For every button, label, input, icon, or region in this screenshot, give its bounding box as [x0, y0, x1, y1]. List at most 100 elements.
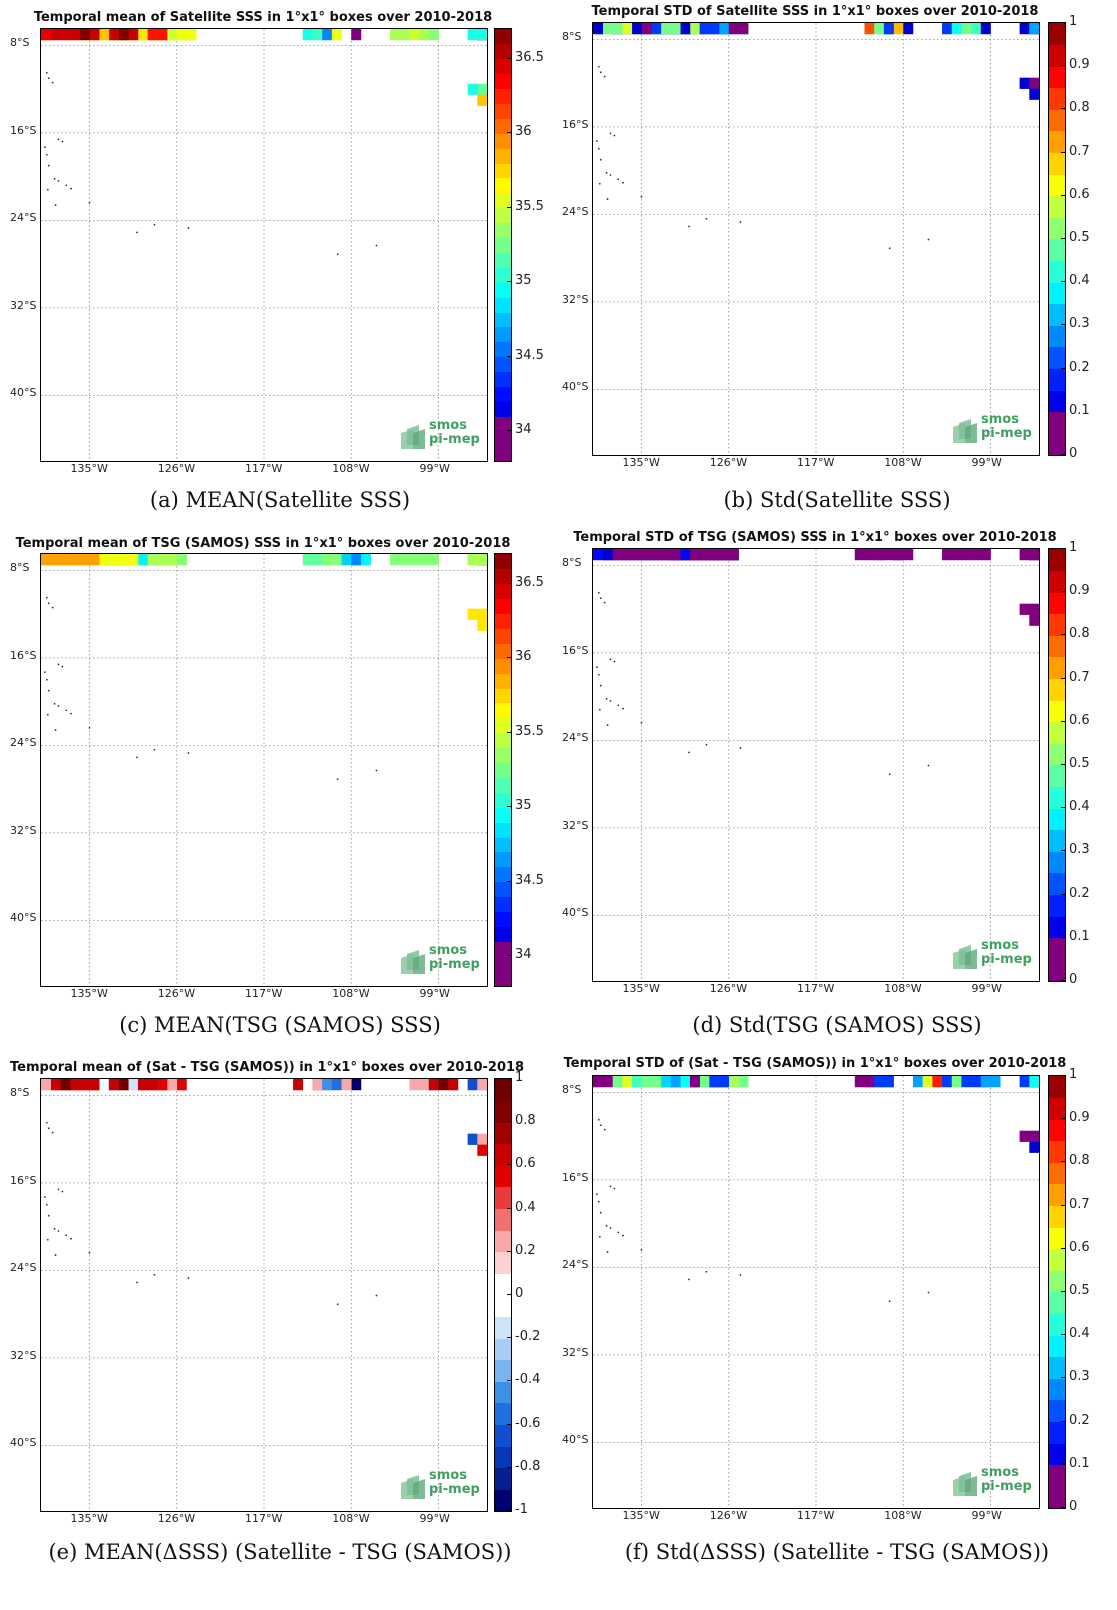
colorbar-tick-mark — [1061, 238, 1065, 239]
colorbar-segment — [1049, 1378, 1065, 1401]
island-dot — [46, 188, 49, 191]
island-dot — [43, 1196, 46, 1199]
island-dot — [336, 253, 339, 256]
colorbar-segment — [495, 896, 511, 912]
lat-tick-label: 16°S — [10, 1173, 37, 1187]
heatmap-svg — [41, 554, 487, 986]
lon-tick-label: 99°W — [419, 987, 450, 1000]
colorbar-segment — [495, 971, 511, 986]
island-dot — [599, 597, 602, 600]
island-dot — [51, 606, 54, 609]
island-dot — [375, 1294, 378, 1297]
colorbar-segment — [1049, 1227, 1065, 1250]
heatmap-cell — [893, 23, 904, 35]
lat-tick-label: 32°S — [10, 823, 37, 837]
island-dot — [187, 1277, 190, 1279]
heatmap-cell — [622, 23, 633, 35]
colorbar-segment — [1049, 239, 1065, 262]
heatmap-cell — [709, 1076, 720, 1088]
colorbar-tick-label: 0.3 — [1069, 842, 1090, 858]
colorbar-segment — [1049, 657, 1065, 680]
colorbar-tick-mark — [1061, 1075, 1065, 1076]
smos-pimep-logo: smos pi-mep — [399, 944, 487, 980]
island-dot — [609, 1185, 612, 1188]
heatmap-cell — [651, 23, 662, 35]
colorbar-segment — [495, 267, 511, 283]
heatmap-cell — [50, 1079, 61, 1091]
colorbar-segment — [495, 192, 511, 209]
colorbar-segment — [495, 926, 511, 942]
colorbar-segment — [495, 1100, 511, 1123]
colorbar-tick-label: 36 — [515, 649, 532, 665]
colorbar-tick-mark — [1061, 1247, 1065, 1249]
heatmap-cell — [951, 1076, 962, 1088]
heatmap-svg — [41, 29, 487, 461]
colorbar-tick-label: 0.6 — [1069, 712, 1090, 728]
lat-tick-label: 16°S — [562, 643, 589, 657]
colorbar-tick-mark — [1061, 1291, 1065, 1292]
island-dot — [888, 247, 891, 250]
colorbar-segment — [1049, 325, 1065, 348]
heatmap-cell — [874, 549, 885, 561]
lon-tick-label: 99°W — [419, 1512, 450, 1525]
colorbar-tick-mark — [507, 1510, 511, 1511]
heatmap-cell — [79, 554, 90, 566]
heatmap-cell — [157, 29, 168, 41]
colorbar-tick-label: 0.2 — [1069, 885, 1090, 901]
heatmap-cell — [961, 23, 972, 35]
heatmap-cell — [728, 549, 739, 561]
island-dot — [603, 1128, 606, 1131]
heatmap-cell — [641, 23, 652, 35]
colorbar-segment — [1049, 1400, 1065, 1423]
heatmap-cell — [118, 29, 129, 41]
colorbar-tick-mark — [507, 206, 511, 208]
colorbar-segment — [495, 252, 511, 268]
island-dot — [609, 700, 612, 702]
colorbar-tick-label: 1 — [1069, 14, 1078, 29]
heatmap-cell — [312, 554, 323, 566]
heatmap-cell — [50, 29, 61, 41]
lon-tick-label: 99°W — [971, 456, 1002, 469]
heatmap-cell — [41, 29, 51, 41]
colorbar-tick-label: 0.8 — [1069, 100, 1090, 116]
colorbar-segment — [495, 1251, 511, 1274]
heatmap-cell — [854, 1076, 865, 1088]
colorbar-segment — [1049, 1184, 1065, 1207]
colorbar-segment — [495, 911, 511, 927]
colorbar-tick-mark — [507, 657, 511, 659]
colorbar-segment — [1049, 109, 1065, 132]
smos-pimep-logo: smos pi-mep — [951, 1466, 1039, 1502]
heatmap-cell — [660, 23, 671, 35]
lat-tick-label: 24°S — [562, 1258, 589, 1272]
island-dot — [595, 140, 598, 143]
colorbar-tick-mark — [1061, 850, 1065, 852]
heatmap-cell — [409, 554, 420, 566]
heatmap-cell — [128, 554, 139, 566]
heatmap-cell — [593, 23, 603, 35]
heatmap-cell — [1029, 77, 1039, 89]
lat-tick-label: 24°S — [562, 205, 589, 219]
heatmap-cell — [60, 29, 71, 41]
island-dot — [57, 1230, 60, 1232]
colorbar-segment — [495, 1489, 511, 1511]
colorbar-tick-label: 0.7 — [1069, 1196, 1090, 1212]
colorbar-segment — [495, 613, 511, 629]
lon-tick-label: 117°W — [797, 1509, 835, 1522]
heatmap-cell — [903, 23, 914, 35]
heatmap-cell — [903, 549, 914, 561]
colorbar-segment — [1049, 87, 1065, 110]
heatmap-cell — [167, 1079, 178, 1091]
heatmap-cell — [467, 608, 478, 620]
lon-tick-label: 99°W — [971, 1509, 1002, 1522]
island-dot — [47, 1127, 50, 1130]
heatmap-cell — [477, 1133, 487, 1145]
colorbar-tick-label: 0 — [1069, 446, 1078, 461]
heatmap-cell — [719, 23, 730, 35]
island-dot — [57, 138, 60, 141]
colorbar — [1048, 548, 1066, 982]
island-dot — [739, 221, 742, 223]
colorbar — [1048, 22, 1066, 456]
heatmap-cell — [622, 1076, 633, 1088]
heatmap-cell — [322, 1079, 333, 1091]
colorbar-tick-label: 0.8 — [1069, 1153, 1090, 1169]
